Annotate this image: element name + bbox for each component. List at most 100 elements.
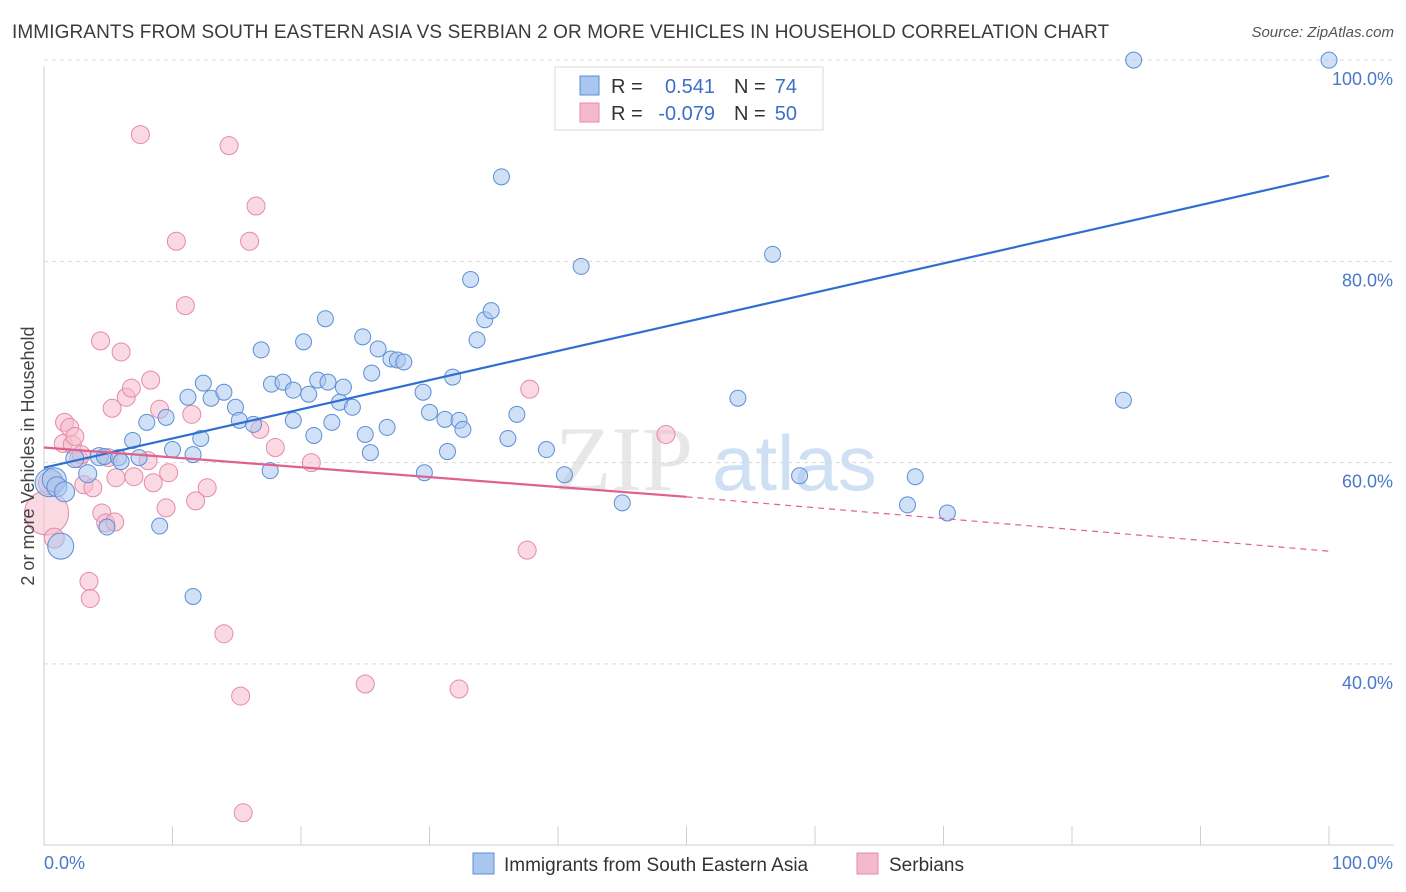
sea-immigrants-point — [1114, 391, 1132, 409]
stats-blue-swatch — [579, 75, 600, 96]
sea-immigrants-point — [179, 388, 197, 406]
sea-immigrants-point — [230, 411, 248, 429]
serbians-point — [246, 196, 266, 216]
serbians-point — [106, 468, 126, 488]
serbians-point — [156, 498, 176, 518]
stats-box-frame — [554, 66, 824, 131]
serbians-point — [111, 342, 131, 362]
sea-immigrants-point — [395, 353, 413, 371]
sea-immigrants-point — [363, 364, 381, 382]
stats-pink-swatch — [579, 102, 600, 123]
serbians-point — [175, 296, 195, 316]
serbians-point — [231, 686, 251, 706]
serbians-point — [130, 125, 150, 145]
sea-immigrants-point — [369, 340, 387, 358]
y-tick-label: 60.0% — [1342, 472, 1393, 492]
sea-immigrants-point — [284, 381, 302, 399]
serbians-point — [520, 379, 540, 399]
sea-immigrants-point — [354, 328, 372, 346]
sea-immigrants-point — [47, 532, 75, 560]
watermark-atlas: atlas — [712, 419, 877, 507]
sea-immigrants-point — [334, 378, 352, 396]
serbians-point — [355, 674, 375, 694]
sea-immigrants-point — [378, 418, 396, 436]
sea-immigrants-point — [415, 464, 433, 482]
legend-swatch-sea — [472, 852, 495, 875]
sea-immigrants-point — [194, 374, 212, 392]
stats-blue-n-value: 74 — [775, 76, 797, 98]
serbians-point — [197, 478, 217, 498]
trend-lines — [43, 174, 1330, 552]
serbians-point — [159, 463, 179, 483]
sea-immigrants-point — [729, 389, 747, 407]
sea-immigrants-point — [295, 333, 313, 351]
y-tick-label: 100.0% — [1332, 69, 1393, 89]
sea-immigrants-point — [157, 408, 175, 426]
serbians-point — [102, 398, 122, 418]
sea-immigrants-point — [151, 517, 169, 535]
sea-immigrants-point — [361, 444, 379, 462]
sea-immigrants-trend-line — [43, 174, 1330, 469]
sea-immigrants-point — [252, 341, 270, 359]
sea-immigrants-point — [192, 429, 210, 447]
sea-immigrants-point — [791, 467, 809, 485]
sea-immigrants-point — [454, 420, 472, 438]
sea-immigrants-point — [130, 449, 148, 467]
sea-immigrants-point — [98, 518, 116, 536]
sea-immigrants-point — [184, 587, 202, 605]
x-tick-label-max: 100.0% — [1332, 853, 1393, 873]
serbians-point — [233, 803, 253, 823]
sea-immigrants-point — [613, 494, 631, 512]
serbians-point — [517, 540, 537, 560]
serbians-trend-extension — [686, 496, 1330, 552]
serbians-point — [166, 231, 186, 251]
serbians-point — [219, 136, 239, 156]
sea-immigrants-point — [421, 403, 438, 421]
sea-immigrants-point — [78, 464, 98, 484]
serbians-point — [141, 370, 161, 390]
sea-immigrants-point — [356, 425, 374, 443]
serbians-point — [182, 404, 202, 424]
chart-title: IMMIGRANTS FROM SOUTH EASTERN ASIA VS SE… — [12, 22, 1110, 43]
sea-immigrants-point — [343, 398, 361, 416]
sea-immigrants-point — [555, 466, 573, 484]
sea-immigrants-point — [54, 481, 76, 503]
serbians-point — [240, 231, 260, 251]
stats-blue-r-label: R = — [611, 76, 643, 98]
serbians-point — [91, 331, 111, 351]
serbians-point — [186, 491, 206, 511]
serbians-point — [121, 378, 141, 398]
sea-immigrants-point — [112, 453, 130, 471]
sea-immigrants-point — [499, 429, 517, 447]
sea-immigrants-point — [323, 413, 341, 431]
y-tick-label: 80.0% — [1342, 270, 1393, 290]
sea-immigrants-point — [508, 405, 526, 423]
x-tick-label-min: 0.0% — [44, 853, 85, 873]
sea-immigrants-point — [462, 270, 480, 288]
sea-immigrants-point — [215, 383, 233, 401]
stats-blue-n-label: N = — [734, 76, 766, 98]
y-axis-title: 2 or more Vehicles in Household — [18, 326, 38, 585]
sea-immigrants-point — [572, 257, 590, 275]
serbians-point — [65, 426, 85, 446]
serbians-point — [79, 571, 99, 591]
sea-immigrants-point — [319, 373, 337, 391]
sea-immigrants-point — [414, 383, 432, 401]
sea-immigrants-point — [906, 468, 924, 486]
sea-immigrants-point — [438, 443, 456, 461]
stats-pink-n-value: 50 — [775, 103, 797, 125]
serbians-point — [124, 467, 144, 487]
sea-immigrants-point — [1125, 51, 1143, 69]
axes — [43, 66, 1394, 846]
sea-immigrants-point — [899, 496, 917, 514]
legend-label-serbians: Serbians — [889, 855, 964, 876]
serbians-point — [265, 438, 285, 458]
sea-immigrants-point — [492, 168, 510, 186]
sea-immigrants-point — [1320, 51, 1338, 69]
y-tick-label: 40.0% — [1342, 673, 1393, 693]
legend: Immigrants from South Eastern Asia Serbi… — [472, 852, 964, 876]
sea-immigrants-point — [284, 411, 302, 429]
serbians-trend-line — [43, 446, 687, 498]
legend-label-sea: Immigrants from South Eastern Asia — [504, 855, 809, 876]
